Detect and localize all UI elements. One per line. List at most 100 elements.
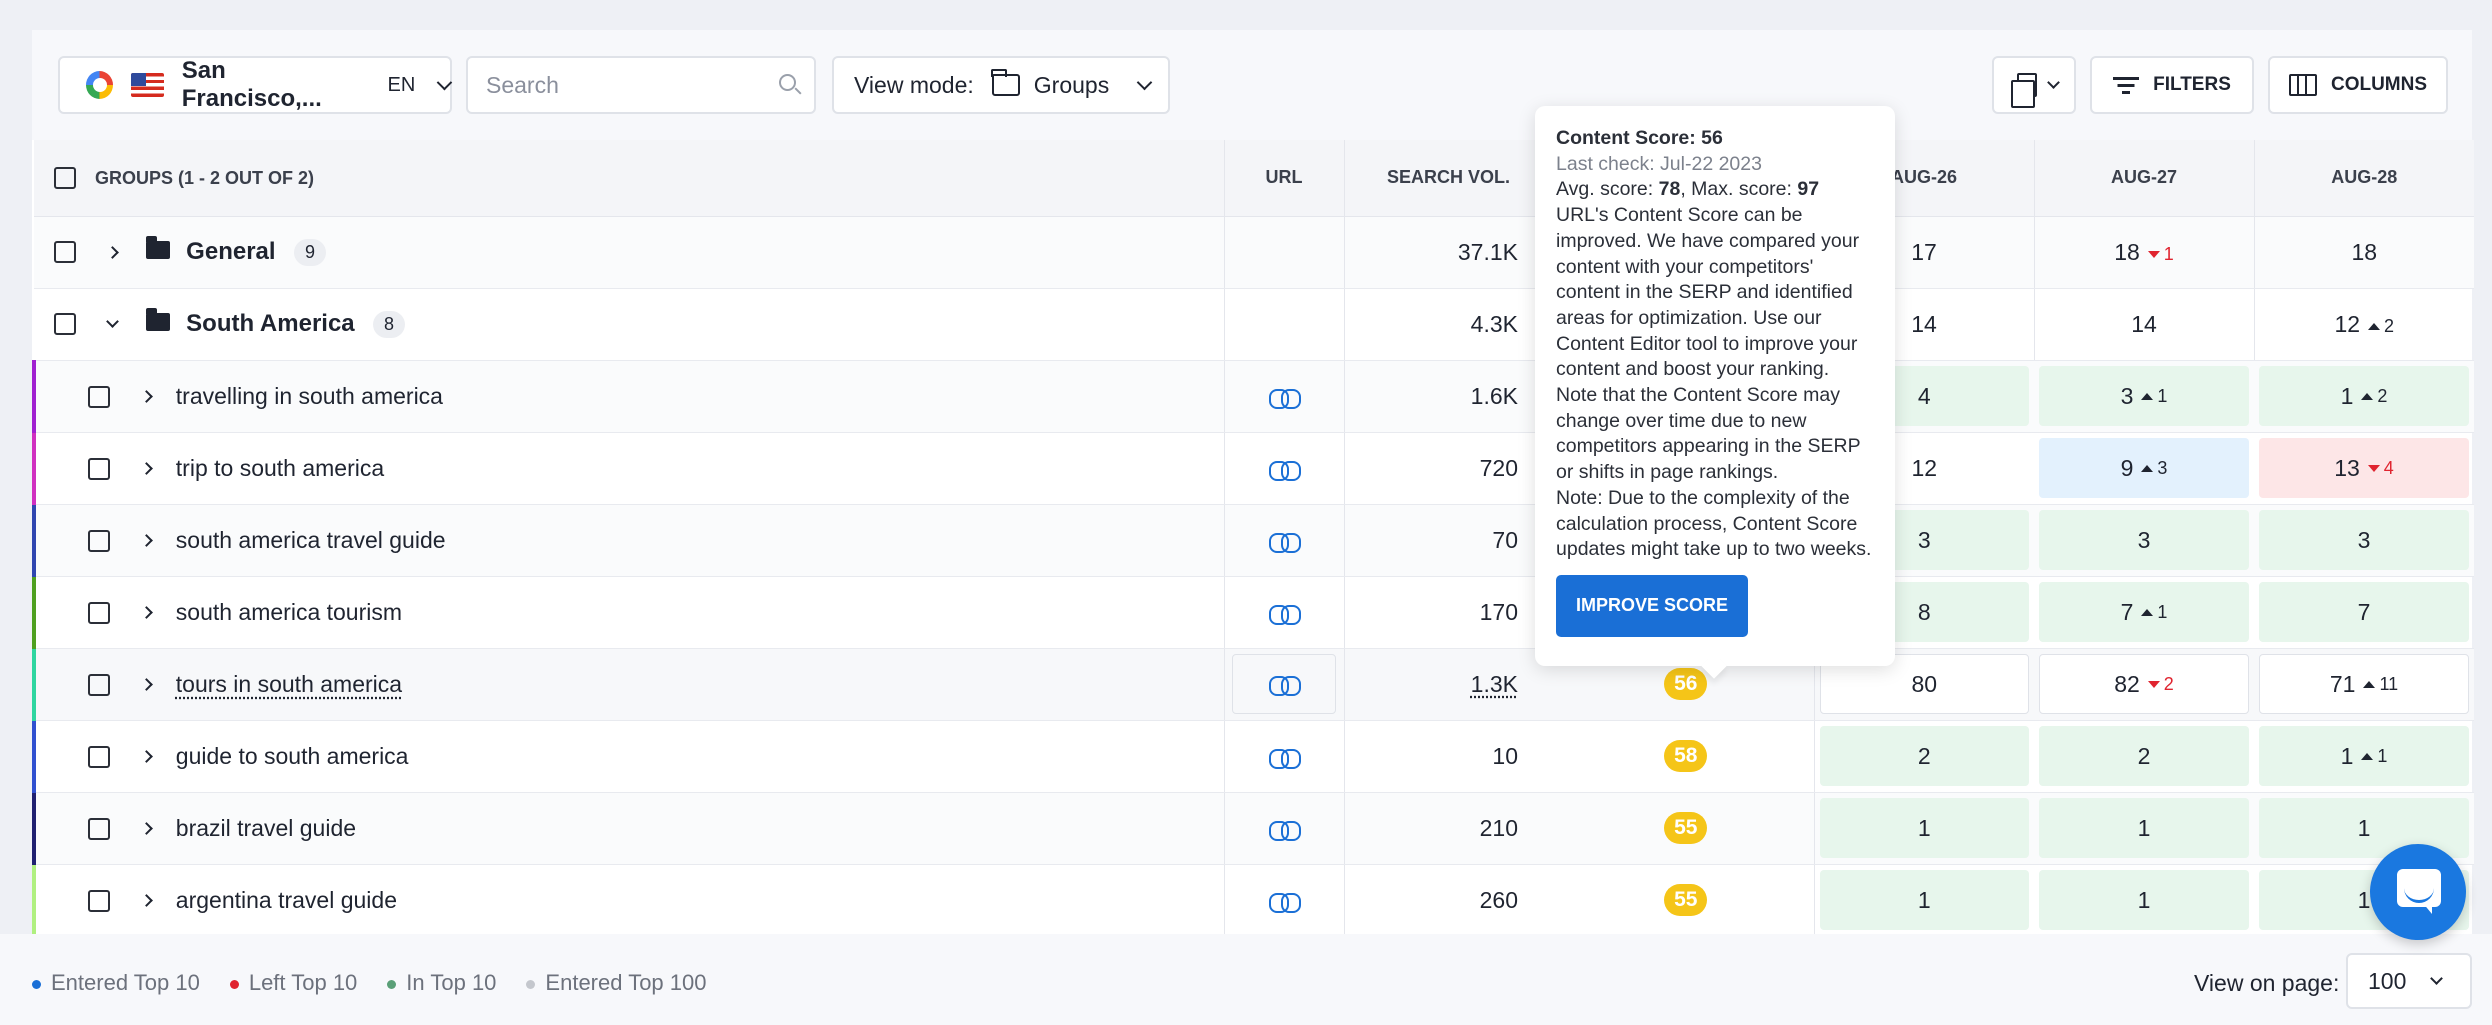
position-cell: 1 xyxy=(1819,798,2029,858)
keyword[interactable]: argentina travel guide xyxy=(175,887,397,914)
keyword[interactable]: south america tourism xyxy=(175,599,403,626)
keyword-row[interactable]: argentina travel guide 260 55 1 1 1 xyxy=(32,864,2474,937)
view-mode-selector[interactable]: View mode: Groups xyxy=(832,56,1170,114)
keyword[interactable]: trip to south america xyxy=(175,455,385,482)
row-checkbox[interactable] xyxy=(88,745,110,768)
folder-icon xyxy=(145,236,170,260)
content-score-badge[interactable]: 58 xyxy=(1664,740,1708,772)
row-checkbox[interactable] xyxy=(88,889,110,912)
url-header[interactable]: URL xyxy=(1224,140,1345,217)
content-score-badge[interactable]: 56 xyxy=(1664,668,1708,700)
group-name: General xyxy=(186,238,276,266)
search-volume: 260 xyxy=(1344,864,1558,937)
tooltip-note: Note: Due to the complexity of the calcu… xyxy=(1556,486,1872,561)
row-checkbox[interactable] xyxy=(88,673,110,696)
row-checkbox[interactable] xyxy=(88,385,110,408)
us-flag-icon xyxy=(130,73,164,97)
row-checkbox[interactable] xyxy=(54,313,76,336)
row-checkbox[interactable] xyxy=(54,241,76,264)
columns-button[interactable]: COLUMNS xyxy=(2268,56,2448,114)
keyword-row[interactable]: south america travel guide 70 3 3 3 xyxy=(32,504,2474,577)
chevron-right-icon[interactable] xyxy=(140,534,154,548)
tooltip-last-check: Last check: Jul-22 2023 xyxy=(1556,152,1762,175)
position-cell: 2 xyxy=(1819,726,2029,786)
position-change: 11 xyxy=(2363,674,2398,695)
chevron-right-icon[interactable] xyxy=(140,678,154,692)
keyword-row-hovered[interactable]: tours in south america 1.3K 56 80 82 2 71… xyxy=(32,648,2474,721)
per-page-select[interactable]: 100 xyxy=(2346,953,2472,1009)
group-row[interactable]: General 9 37.1K 17 18 1 18 xyxy=(34,216,2474,289)
view-on-page-label: View on page: xyxy=(2194,970,2340,996)
date-header-aug-27[interactable]: AUG-27 xyxy=(2034,140,2255,217)
chevron-right-icon[interactable] xyxy=(140,750,154,764)
chat-icon xyxy=(2422,902,2432,914)
row-checkbox[interactable] xyxy=(88,457,110,480)
groups-header: GROUPS (1 - 2 OUT OF 2) xyxy=(34,140,1225,217)
folder-icon xyxy=(991,69,1020,96)
link-icon[interactable] xyxy=(1269,821,1301,842)
position-change: 1 xyxy=(2148,244,2174,264)
legend-item: Entered Top 100 xyxy=(526,970,706,996)
filters-button[interactable]: FILTERS xyxy=(2090,56,2254,114)
date-header-aug-28[interactable]: AUG-28 xyxy=(2254,140,2474,217)
keyword[interactable]: south america travel guide xyxy=(175,527,446,554)
improve-score-button[interactable]: IMPROVE SCORE xyxy=(1556,574,1749,637)
link-icon[interactable] xyxy=(1269,533,1301,554)
chevron-down-icon xyxy=(1136,74,1153,90)
keyword-row[interactable]: brazil travel guide 210 55 1 1 1 xyxy=(32,792,2474,865)
link-icon[interactable] xyxy=(1269,749,1301,770)
keyword[interactable]: travelling in south america xyxy=(175,383,443,410)
link-icon[interactable] xyxy=(1269,893,1301,914)
search-box[interactable]: Search xyxy=(466,56,816,114)
search-volume-header[interactable]: SEARCH VOL. xyxy=(1344,140,1558,217)
row-checkbox[interactable] xyxy=(88,817,110,840)
search-volume: 210 xyxy=(1344,792,1558,865)
chat-support-button[interactable] xyxy=(2370,844,2466,940)
chevron-right-icon[interactable] xyxy=(140,462,154,476)
search-volume[interactable]: 1.3K xyxy=(1470,670,1518,697)
tooltip-body: URL's Content Score can be improved. We … xyxy=(1556,204,1861,484)
filter-icon xyxy=(2113,77,2140,94)
url-button[interactable] xyxy=(1232,654,1336,714)
chevron-right-icon[interactable] xyxy=(140,822,154,836)
keyword[interactable]: guide to south america xyxy=(175,743,409,770)
columns-icon xyxy=(2288,74,2317,96)
legend-dot xyxy=(229,979,239,989)
content-score-badge[interactable]: 55 xyxy=(1664,812,1708,844)
chevron-right-icon[interactable] xyxy=(140,606,154,620)
link-icon[interactable] xyxy=(1269,389,1301,410)
chevron-down-icon[interactable] xyxy=(106,315,120,329)
row-checkbox[interactable] xyxy=(88,601,110,624)
search-volume: 1.6K xyxy=(1344,360,1558,433)
position-value: 18 xyxy=(2351,238,2378,265)
position-cell: 2 xyxy=(2039,726,2249,786)
search-input[interactable]: Search xyxy=(486,71,559,98)
chevron-right-icon[interactable] xyxy=(140,390,154,404)
copy-button[interactable] xyxy=(1992,56,2076,114)
position-cell: 1 xyxy=(2039,798,2249,858)
group-row[interactable]: South America 8 4.3K 14 14 12 2 xyxy=(34,288,2474,361)
location-selector[interactable]: San Francisco,... EN xyxy=(58,56,453,114)
view-mode-label: View mode: xyxy=(854,71,974,98)
keyword[interactable]: tours in south america xyxy=(175,671,403,698)
chevron-down-icon xyxy=(437,74,453,90)
position-cell: 1 xyxy=(1819,870,2029,930)
link-icon[interactable] xyxy=(1269,461,1301,482)
chevron-right-icon[interactable] xyxy=(106,246,120,259)
chevron-right-icon[interactable] xyxy=(140,894,154,908)
position-cell: 13 4 xyxy=(2259,438,2469,498)
avg-score: 78 xyxy=(1658,178,1681,201)
select-all-checkbox[interactable] xyxy=(54,166,76,189)
content-score-badge[interactable]: 55 xyxy=(1664,884,1708,916)
row-checkbox[interactable] xyxy=(88,529,110,552)
keyword[interactable]: brazil travel guide xyxy=(175,815,357,842)
legend-item: Entered Top 10 xyxy=(32,970,200,996)
link-icon[interactable] xyxy=(1269,605,1301,626)
